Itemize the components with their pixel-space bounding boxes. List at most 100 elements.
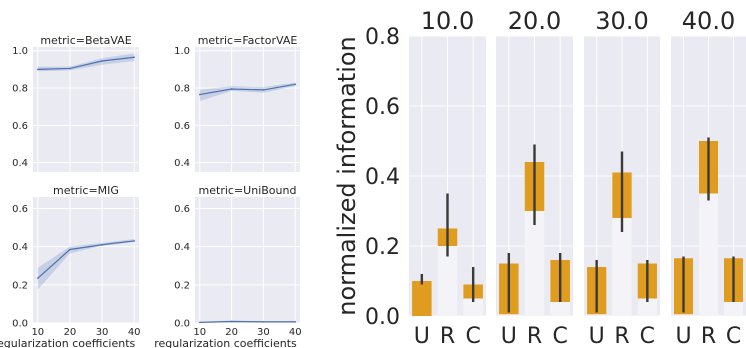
bar: [412, 281, 432, 316]
y-tick-label: 0.6: [174, 121, 190, 132]
panel-title: metric=UniBound: [199, 184, 297, 197]
x-tick-label: R: [527, 324, 542, 348]
panel-title: 30.0: [595, 7, 648, 35]
bar-base: [587, 314, 607, 316]
y-tick-label: 0.4: [12, 242, 28, 253]
data-point: [37, 68, 39, 71]
x-tick-label: 30: [96, 327, 109, 338]
y-tick-label: 0.0: [174, 319, 190, 330]
y-tick-label: 0.2: [174, 280, 190, 291]
bar-base: [499, 314, 519, 316]
x-tick-label: 40: [128, 327, 141, 338]
bar-base: [463, 298, 483, 316]
x-tick-label: C: [465, 324, 480, 348]
series-line: [37, 56, 135, 70]
panel-title: 20.0: [508, 7, 561, 35]
data-point: [262, 321, 265, 323]
y-tick-label: 0.4: [12, 158, 28, 169]
x-tick-label: U: [501, 324, 517, 348]
line-panel: 0.0 0.2 0.4 0.6 10 20 30 40 metric=UniBound regul…: [154, 184, 301, 348]
x-axis-label: regularization coefficients: [0, 337, 136, 348]
series-line: [37, 240, 135, 279]
confidence-band: [199, 82, 296, 102]
plot-background: [33, 47, 139, 172]
panel-title: metric=BetaVAE: [40, 34, 131, 47]
y-tick-label: 0.4: [365, 165, 400, 190]
y-tick-label: 0.6: [174, 204, 190, 215]
data-point: [69, 67, 71, 70]
data-point: [198, 93, 201, 96]
data-point: [69, 248, 71, 251]
y-tick-label: 0.8: [365, 25, 400, 50]
x-tick-label: 30: [257, 327, 270, 338]
x-tick-label: U: [589, 324, 605, 348]
y-tick-label: 0.0: [365, 305, 400, 330]
line-panel: 0.0 0.2 0.4 0.6 10 20 30 40 metric=MIG regulariza…: [0, 184, 141, 348]
x-tick-label: 10: [193, 327, 206, 338]
y-tick-label: 1.0: [12, 46, 28, 57]
bar-panel: U R C 30.0: [584, 7, 660, 348]
panel-title: metric=MIG: [53, 184, 119, 197]
panel-title: metric=FactorVAE: [198, 34, 298, 47]
x-tick-label: R: [440, 324, 455, 348]
bar-base: [437, 246, 458, 316]
data-point: [294, 83, 297, 86]
line-panel: 0.4 0.6 0.8 1.0 metric=FactorVAE: [174, 34, 300, 172]
y-tick-label: 0.2: [12, 280, 28, 291]
y-tick-label: 0.4: [174, 242, 190, 253]
y-tick-label: 0.4: [174, 158, 190, 169]
y-tick-label: 0.6: [12, 204, 28, 215]
x-tick-label: U: [414, 324, 430, 348]
y-tick-label: 1.0: [174, 46, 190, 57]
bar-base: [637, 298, 657, 316]
series-line: [199, 83, 296, 96]
plot-background: [33, 197, 139, 323]
data-point: [262, 89, 265, 91]
data-point: [101, 60, 103, 62]
bar-base: [550, 302, 570, 316]
data-point: [230, 320, 233, 323]
plot-background: [195, 197, 300, 323]
y-tick-label: 0.6: [12, 121, 28, 132]
data-point: [37, 277, 39, 279]
y-tick-label: 0.6: [365, 95, 400, 120]
x-tick-label: 40: [289, 327, 302, 338]
data-point: [133, 240, 135, 242]
bar-panel: U R C 10.0: [409, 7, 486, 348]
data-point: [294, 321, 297, 323]
x-tick-label: 20: [64, 327, 77, 338]
x-tick-label: U: [675, 324, 691, 348]
line-panel: 0.4 0.6 0.8 1.0 metric=BetaVAE: [12, 34, 139, 172]
x-tick-label: C: [726, 324, 741, 348]
y-tick-label: 0.8: [12, 84, 28, 95]
y-axis-label: normalized information: [333, 36, 361, 316]
bar-panel: U R C 40.0: [671, 7, 746, 348]
x-tick-label: C: [552, 324, 567, 348]
plot-background: [195, 47, 300, 172]
x-tick-label: 20: [225, 327, 238, 338]
y-tick-label: 0.8: [174, 84, 190, 95]
bar-base: [524, 211, 545, 316]
data-point: [133, 56, 135, 59]
bar-base: [612, 218, 632, 316]
bar-base: [674, 314, 693, 316]
y-tick-label: 0.2: [365, 235, 400, 260]
data-point: [230, 88, 233, 90]
bar-base: [724, 302, 743, 316]
x-tick-label: 10: [31, 327, 44, 338]
confidence-band: [37, 239, 135, 290]
series-line: [199, 320, 296, 324]
panel-title: 40.0: [682, 7, 735, 35]
y-tick-label: 0.0: [12, 319, 28, 330]
x-tick-label: R: [614, 324, 629, 348]
x-tick-label: R: [701, 324, 716, 348]
x-tick-label: C: [640, 324, 655, 348]
bar-base: [699, 193, 718, 316]
data-point: [101, 243, 103, 246]
panel-title: 10.0: [421, 7, 474, 35]
x-axis-label: regularization coefficients: [154, 337, 297, 348]
confidence-band: [37, 53, 135, 72]
data-point: [198, 321, 201, 324]
bar-panel: U R C 20.0: [496, 7, 573, 348]
